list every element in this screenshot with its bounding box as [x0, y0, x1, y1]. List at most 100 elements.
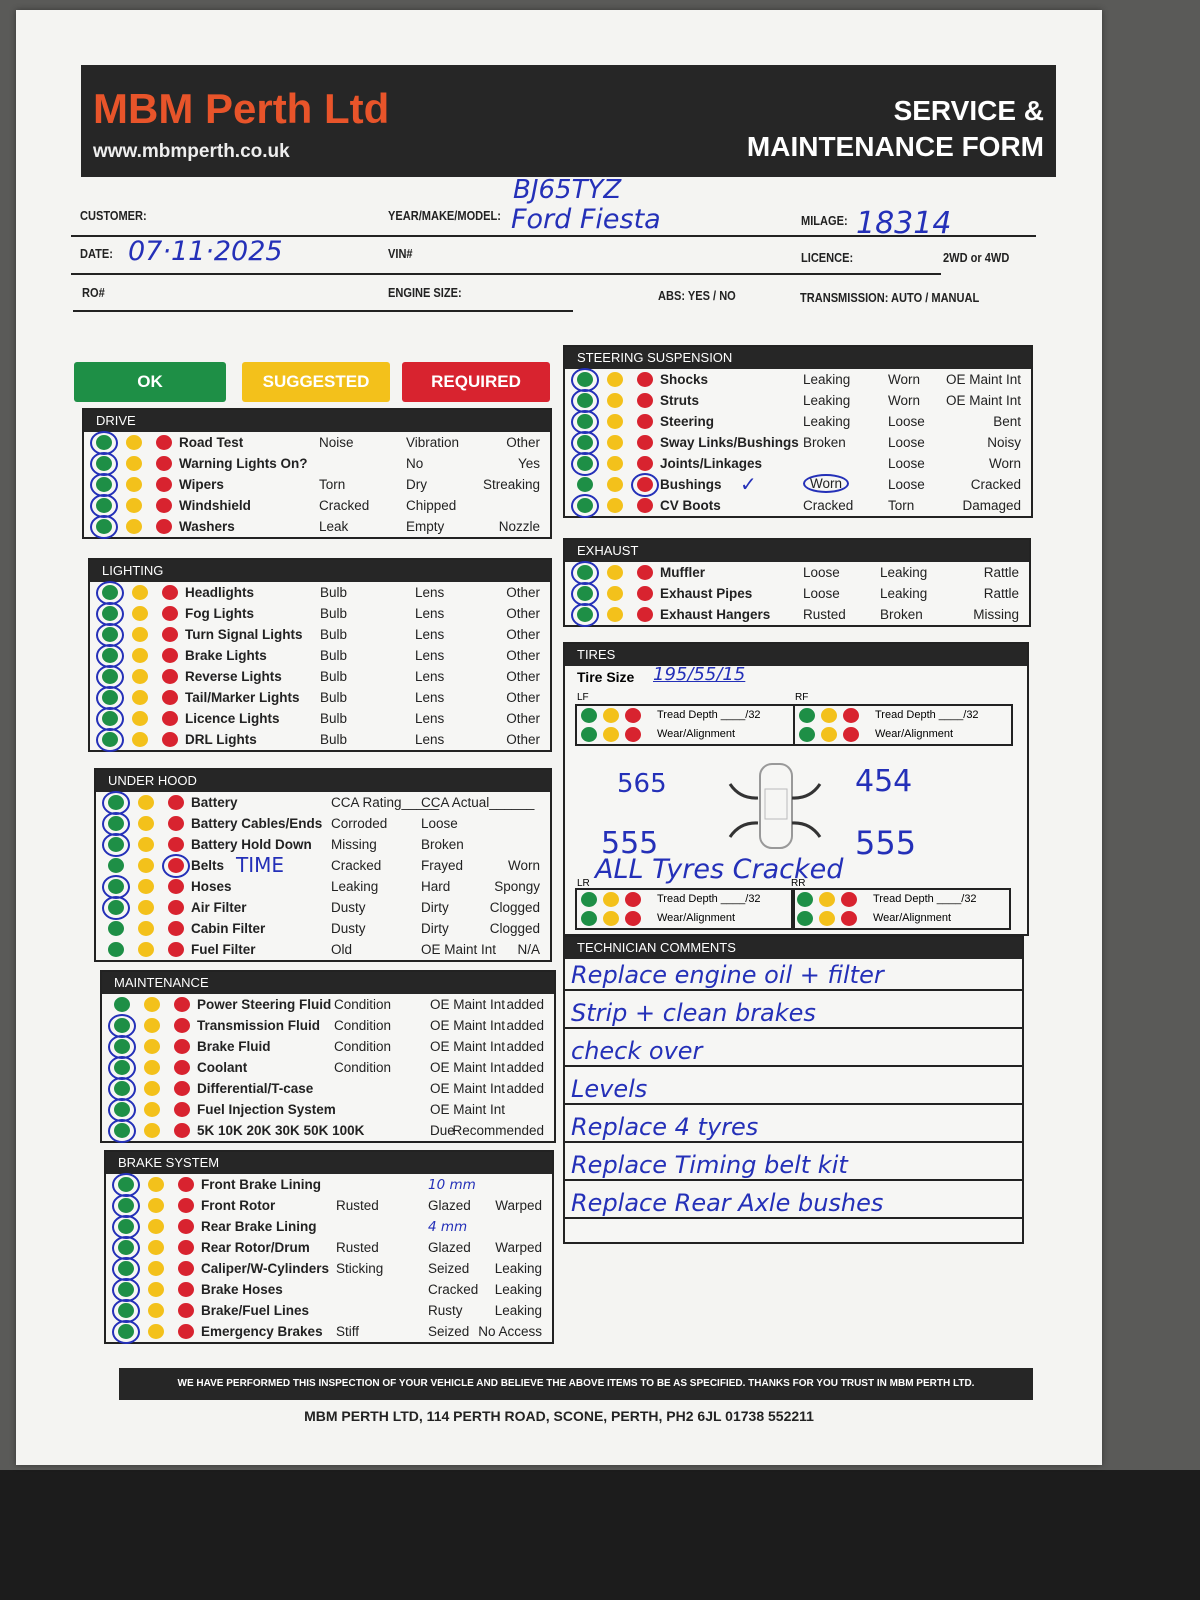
ok-indicator[interactable] — [108, 921, 124, 936]
required-indicator[interactable] — [162, 711, 178, 726]
required-indicator[interactable] — [162, 669, 178, 684]
suggested-indicator[interactable] — [144, 1060, 160, 1075]
required-indicator[interactable] — [162, 732, 178, 747]
suggested-indicator[interactable] — [148, 1324, 164, 1339]
required-indicator[interactable] — [174, 1060, 190, 1075]
required-indicator[interactable] — [174, 1018, 190, 1033]
ok-indicator[interactable] — [114, 997, 130, 1012]
suggested-indicator[interactable] — [144, 1018, 160, 1033]
suggested-indicator[interactable] — [126, 519, 142, 534]
suggested-indicator[interactable] — [148, 1282, 164, 1297]
suggested-indicator[interactable] — [138, 837, 154, 852]
required-indicator[interactable] — [168, 942, 184, 957]
required-indicator[interactable] — [156, 498, 172, 513]
required-indicator[interactable] — [168, 900, 184, 915]
suggested-indicator[interactable] — [126, 477, 142, 492]
suggested-indicator[interactable] — [821, 727, 837, 742]
required-indicator[interactable] — [178, 1198, 194, 1213]
required-indicator[interactable] — [162, 648, 178, 663]
suggested-indicator[interactable] — [148, 1177, 164, 1192]
suggested-indicator[interactable] — [132, 606, 148, 621]
suggested-indicator[interactable] — [144, 1039, 160, 1054]
suggested-indicator[interactable] — [132, 669, 148, 684]
ok-indicator[interactable] — [577, 477, 593, 492]
required-indicator[interactable] — [168, 879, 184, 894]
suggested-indicator[interactable] — [138, 858, 154, 873]
suggested-indicator[interactable] — [607, 456, 623, 471]
suggested-indicator[interactable] — [138, 921, 154, 936]
required-indicator[interactable] — [841, 911, 857, 926]
ok-indicator[interactable] — [581, 708, 597, 723]
ok-indicator[interactable] — [108, 942, 124, 957]
required-indicator[interactable] — [168, 837, 184, 852]
suggested-indicator[interactable] — [607, 477, 623, 492]
ok-indicator[interactable] — [797, 911, 813, 926]
suggested-indicator[interactable] — [607, 372, 623, 387]
required-indicator[interactable] — [156, 456, 172, 471]
required-indicator[interactable] — [637, 393, 653, 408]
required-indicator[interactable] — [156, 435, 172, 450]
ok-indicator[interactable] — [581, 727, 597, 742]
required-indicator[interactable] — [178, 1303, 194, 1318]
suggested-indicator[interactable] — [607, 565, 623, 580]
suggested-indicator[interactable] — [144, 1081, 160, 1096]
required-indicator[interactable] — [843, 727, 859, 742]
suggested-indicator[interactable] — [126, 498, 142, 513]
suggested-indicator[interactable] — [603, 892, 619, 907]
suggested-indicator[interactable] — [138, 816, 154, 831]
required-indicator[interactable] — [637, 456, 653, 471]
suggested-indicator[interactable] — [132, 732, 148, 747]
required-indicator[interactable] — [637, 586, 653, 601]
required-indicator[interactable] — [162, 585, 178, 600]
required-indicator[interactable] — [174, 1081, 190, 1096]
required-indicator[interactable] — [178, 1177, 194, 1192]
required-indicator[interactable] — [174, 997, 190, 1012]
suggested-indicator[interactable] — [603, 727, 619, 742]
suggested-indicator[interactable] — [132, 690, 148, 705]
ok-indicator[interactable] — [799, 727, 815, 742]
required-indicator[interactable] — [178, 1324, 194, 1339]
suggested-indicator[interactable] — [132, 585, 148, 600]
suggested-indicator[interactable] — [607, 607, 623, 622]
required-indicator[interactable] — [156, 519, 172, 534]
required-indicator[interactable] — [174, 1102, 190, 1117]
suggested-indicator[interactable] — [132, 627, 148, 642]
suggested-indicator[interactable] — [819, 911, 835, 926]
suggested-indicator[interactable] — [132, 648, 148, 663]
required-indicator[interactable] — [625, 708, 641, 723]
suggested-indicator[interactable] — [821, 708, 837, 723]
suggested-indicator[interactable] — [138, 942, 154, 957]
ok-indicator[interactable] — [797, 892, 813, 907]
required-indicator[interactable] — [174, 1039, 190, 1054]
suggested-indicator[interactable] — [138, 795, 154, 810]
suggested-indicator[interactable] — [126, 435, 142, 450]
suggested-indicator[interactable] — [148, 1303, 164, 1318]
ok-indicator[interactable] — [581, 892, 597, 907]
required-indicator[interactable] — [637, 414, 653, 429]
suggested-indicator[interactable] — [126, 456, 142, 471]
required-indicator[interactable] — [178, 1219, 194, 1234]
suggested-indicator[interactable] — [607, 498, 623, 513]
suggested-indicator[interactable] — [138, 879, 154, 894]
required-indicator[interactable] — [174, 1123, 190, 1138]
required-indicator[interactable] — [178, 1261, 194, 1276]
required-indicator[interactable] — [168, 921, 184, 936]
required-indicator[interactable] — [637, 372, 653, 387]
suggested-indicator[interactable] — [132, 711, 148, 726]
required-indicator[interactable] — [625, 892, 641, 907]
suggested-indicator[interactable] — [607, 435, 623, 450]
required-indicator[interactable] — [168, 795, 184, 810]
suggested-indicator[interactable] — [144, 1102, 160, 1117]
suggested-indicator[interactable] — [603, 911, 619, 926]
required-indicator[interactable] — [178, 1240, 194, 1255]
required-indicator[interactable] — [162, 627, 178, 642]
ok-indicator[interactable] — [799, 708, 815, 723]
suggested-indicator[interactable] — [148, 1240, 164, 1255]
suggested-indicator[interactable] — [138, 900, 154, 915]
required-indicator[interactable] — [625, 911, 641, 926]
required-indicator[interactable] — [178, 1282, 194, 1297]
ok-indicator[interactable] — [108, 858, 124, 873]
required-indicator[interactable] — [841, 892, 857, 907]
suggested-indicator[interactable] — [607, 393, 623, 408]
suggested-indicator[interactable] — [603, 708, 619, 723]
